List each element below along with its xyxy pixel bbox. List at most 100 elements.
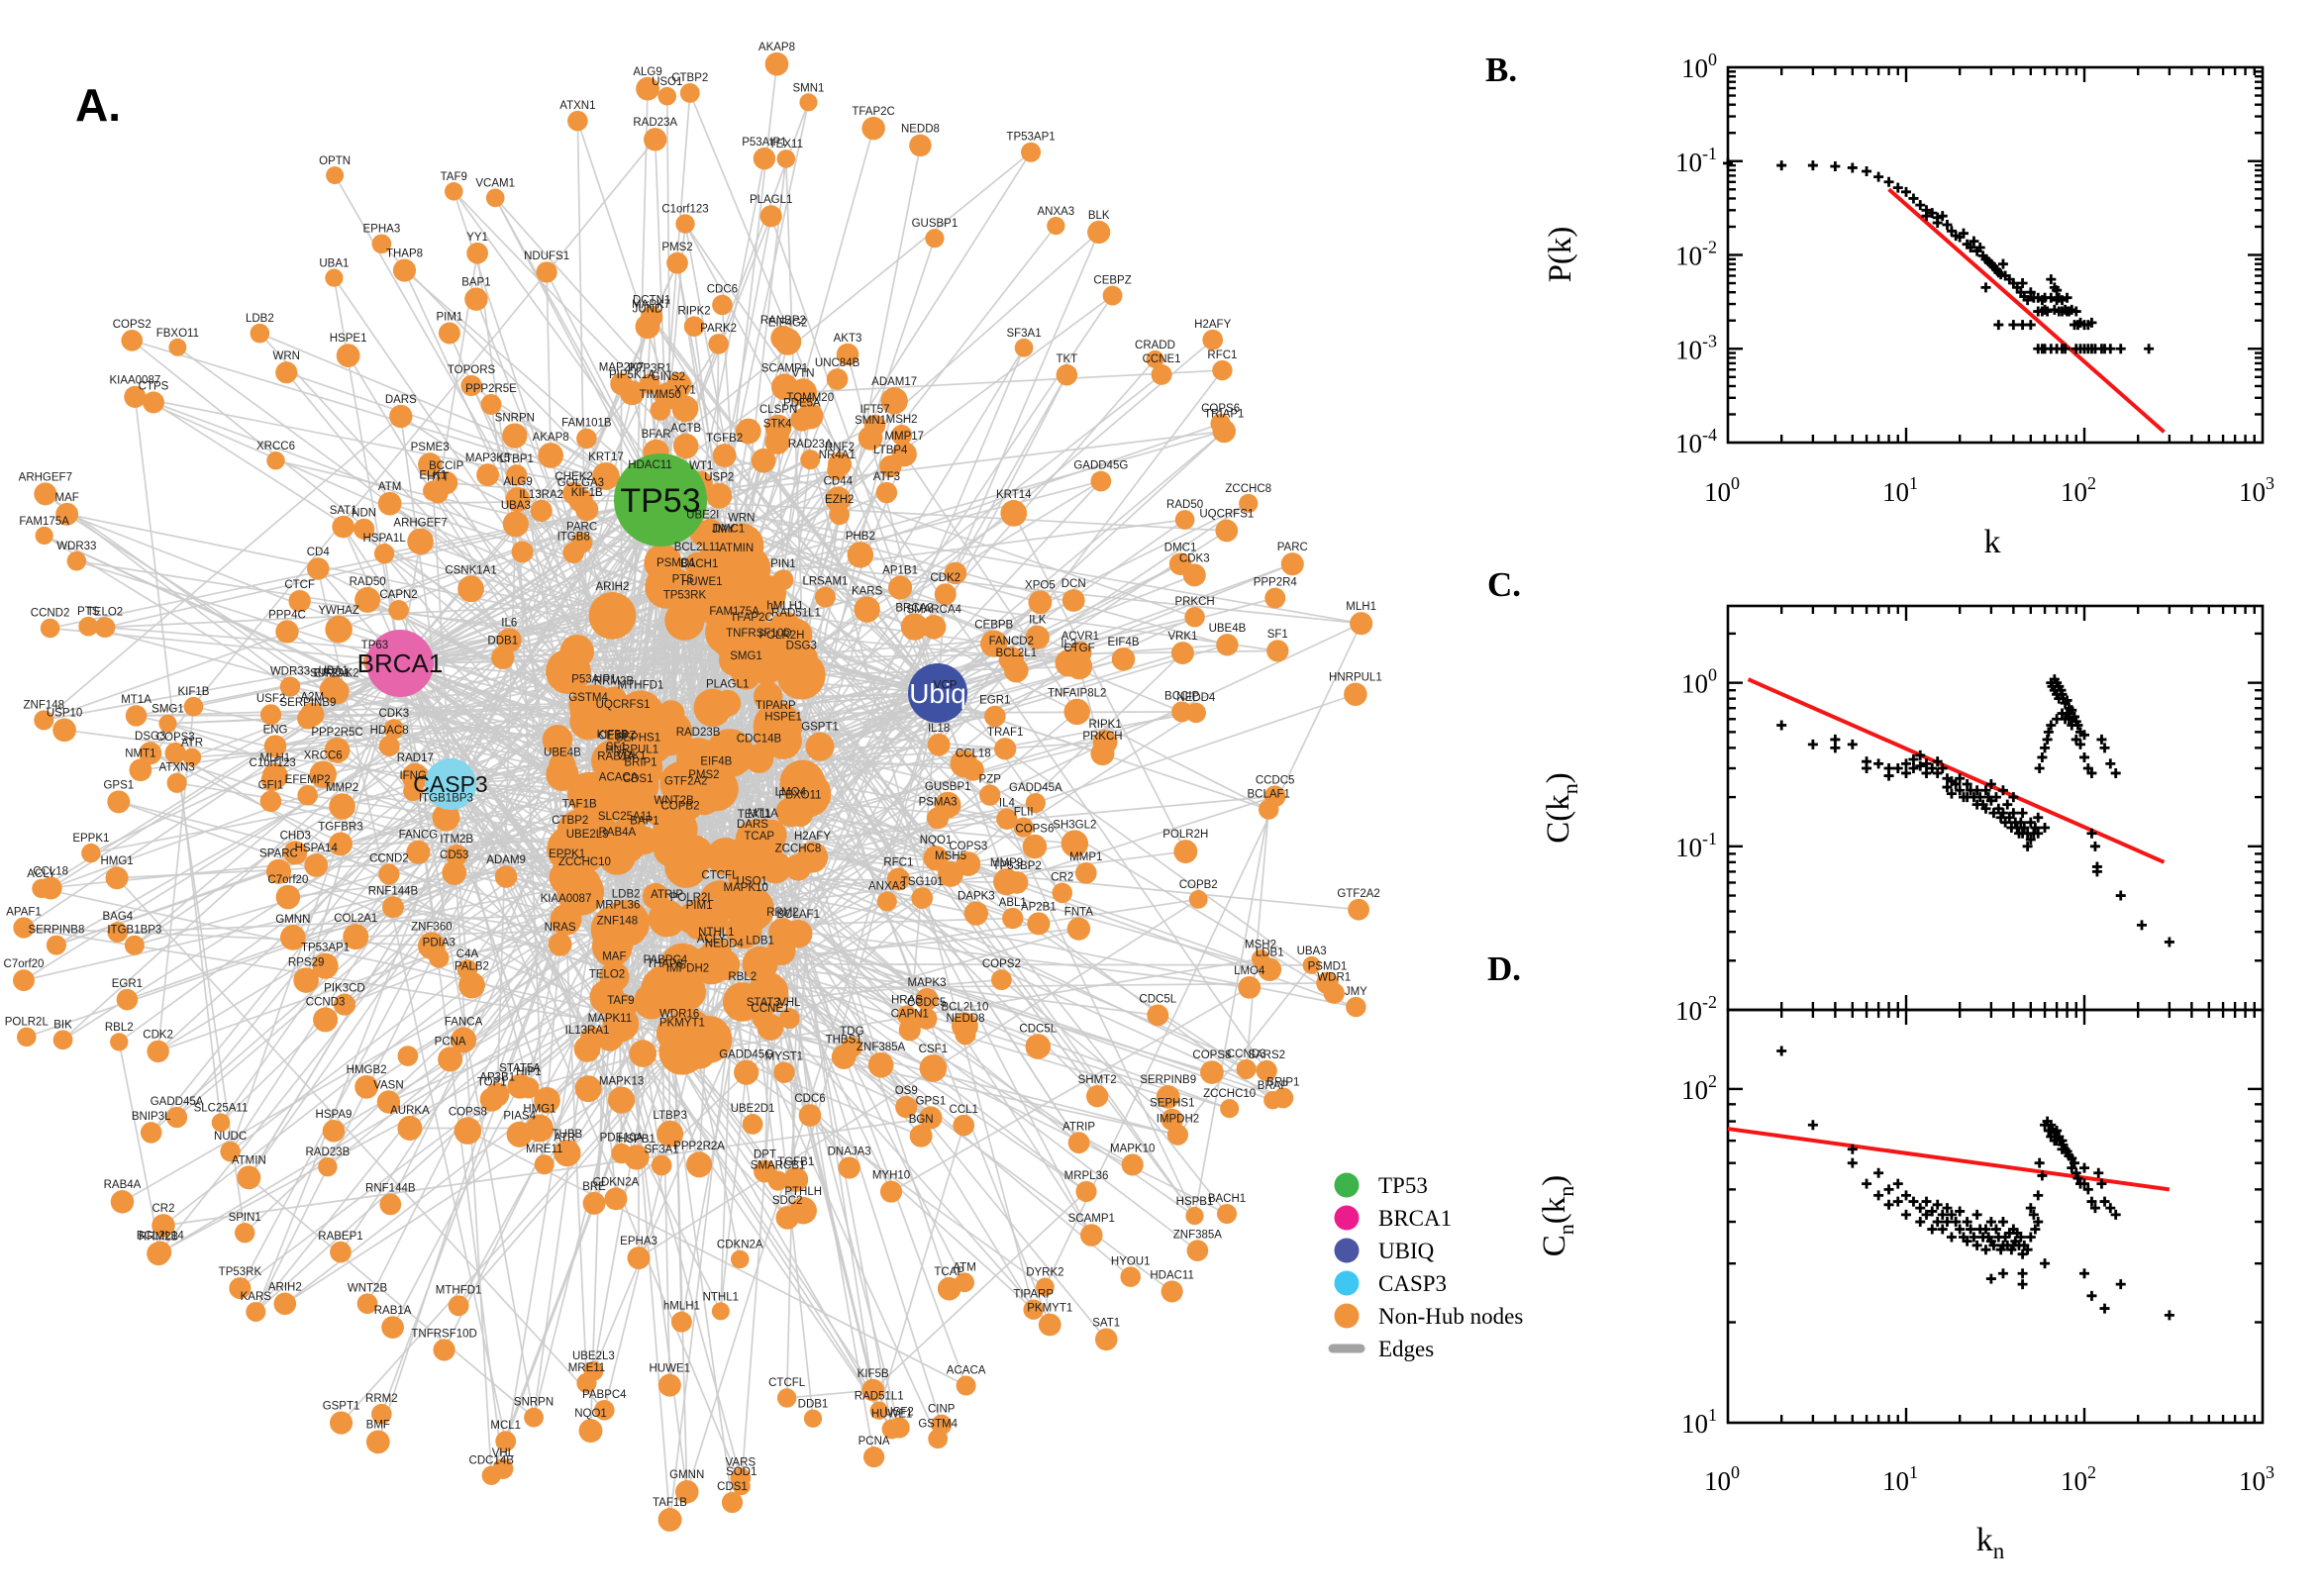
network-node — [427, 482, 449, 504]
network-node — [656, 1120, 684, 1147]
gene-label: PPP2R5E — [465, 383, 517, 395]
network-node — [1052, 882, 1073, 904]
gene-label: FNTA — [1064, 906, 1094, 918]
legend-label: CASP3 — [1378, 1271, 1447, 1296]
network-node — [963, 901, 989, 926]
network-node — [438, 1047, 463, 1072]
gene-label: IFT57 — [859, 404, 889, 416]
gene-label: NTHL1 — [698, 927, 734, 939]
gene-label: COPS8 — [449, 1106, 487, 1118]
network-node — [867, 1051, 894, 1078]
gene-label: ZCCHC8 — [775, 844, 822, 855]
gene-label: PDE10A — [600, 1133, 644, 1145]
gene-label: CSF1 — [919, 1044, 948, 1055]
network-node — [485, 188, 505, 208]
gene-label: DCTN1 — [633, 295, 670, 307]
gene-label: RBL2 — [105, 1022, 134, 1034]
gene-label: BCL2L10 — [941, 1002, 988, 1014]
gene-label: RIPK1 — [1089, 719, 1122, 731]
gene-label: USO1 — [652, 76, 682, 88]
gene-label: WRN — [728, 513, 755, 525]
gene-label: UBE4B — [1209, 623, 1247, 635]
network-node — [915, 1008, 938, 1030]
network-node — [741, 818, 785, 863]
tick-label: 103 — [2239, 473, 2274, 507]
network-node — [1121, 1153, 1144, 1176]
legend-label: TP53 — [1378, 1173, 1428, 1198]
network-node — [1023, 1299, 1044, 1320]
gene-label: VARS — [726, 1456, 757, 1468]
gene-label: SPIN1 — [229, 1212, 261, 1224]
gene-label: TRIAP1 — [1204, 409, 1244, 421]
network-node — [376, 1090, 401, 1114]
gene-label: DDB1 — [798, 1399, 829, 1411]
network-node — [799, 93, 818, 112]
gene-label: WDR1 — [1317, 972, 1351, 984]
gene-label: TAF9 — [441, 171, 467, 183]
network-node — [1092, 729, 1118, 754]
gene-label: ATR — [554, 1133, 575, 1145]
network-node — [880, 387, 908, 415]
chart-panel-c: 100 10-1 10-2 C(kn) — [1541, 604, 2265, 1026]
gene-label: HSPB1 — [1176, 1196, 1214, 1208]
gene-label: CDK3 — [1179, 552, 1210, 564]
gene-label: MRPL36 — [1064, 1170, 1109, 1182]
gene-label: WNT2B — [348, 1282, 388, 1294]
network-node — [944, 561, 967, 585]
gene-label: GMNN — [669, 1469, 704, 1481]
gene-label: TELO2 — [589, 969, 625, 981]
gene-label: PIN1 — [770, 558, 796, 570]
hub-nodes — [366, 453, 967, 810]
gene-label: GADD45A — [151, 1096, 204, 1108]
network-node — [1120, 1266, 1141, 1287]
gene-label: BAG4 — [102, 911, 133, 923]
network-node — [78, 616, 99, 637]
gene-label: KIF5B — [597, 729, 629, 741]
network-node — [379, 1193, 402, 1216]
gene-label: UBA1 — [319, 665, 349, 677]
gene-label: EZH2 — [825, 494, 854, 506]
network-node — [759, 205, 782, 228]
gene-label: SERPINB9 — [279, 697, 336, 709]
gene-label: TUBB — [553, 1129, 583, 1141]
gene-label: ZCCHC10 — [1203, 1088, 1256, 1100]
gene-label: BACH1 — [1208, 1193, 1246, 1205]
network-node — [1063, 698, 1090, 726]
gene-label: NDN — [352, 508, 376, 520]
tick-label: 100 — [1681, 50, 1717, 83]
network-node — [1014, 338, 1034, 357]
gene-label: HMGB2 — [347, 1064, 387, 1076]
gene-label: CD53 — [440, 849, 468, 861]
gene-label: GADD45A — [1009, 782, 1062, 794]
gene-label: TEX11 — [769, 139, 803, 150]
network-node — [1185, 1206, 1204, 1226]
network-node — [1272, 1087, 1294, 1109]
gene-label: ATXN1 — [559, 100, 595, 112]
network-node — [329, 1411, 354, 1435]
gene-label: GUSBP1 — [925, 781, 971, 793]
gene-label: GTF2A2 — [664, 776, 707, 788]
gene-label: ARIH2 — [268, 1281, 302, 1293]
gene-label: HMG1 — [523, 1104, 556, 1116]
gene-label: BCCIP — [429, 460, 463, 472]
network-node — [1216, 634, 1239, 656]
gene-label: ADAM17 — [871, 376, 917, 388]
y-axis-label: Cn(kn) — [1537, 1175, 1578, 1257]
network-node — [343, 924, 369, 950]
network-node — [1346, 996, 1366, 1018]
gene-label: TP53AP1 — [301, 943, 350, 954]
gene-label: PPP4C — [268, 609, 306, 621]
gene-label: RAD51L1 — [855, 1391, 904, 1403]
gene-label: CDC6 — [794, 1093, 825, 1105]
gene-label: CHEK2 — [555, 471, 592, 483]
network-node — [578, 1419, 603, 1444]
network-node — [1263, 785, 1286, 808]
gene-label: GTF2A2 — [1337, 888, 1379, 900]
gene-label: PARK2 — [700, 323, 737, 335]
network-node — [261, 762, 288, 789]
gene-label: VCP — [934, 679, 958, 691]
gene-label: BLK — [1088, 210, 1110, 222]
panel-letter-a: A. — [75, 79, 121, 131]
x-axis-label: k — [1984, 524, 2001, 560]
